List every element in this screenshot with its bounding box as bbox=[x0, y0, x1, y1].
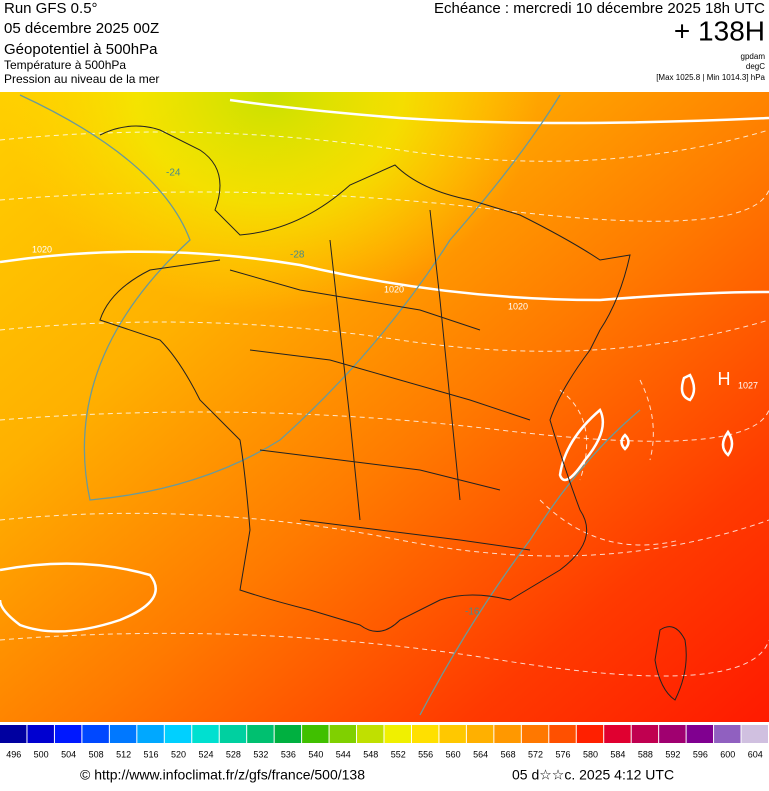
unit: gpdam bbox=[741, 52, 766, 61]
isobar bbox=[0, 250, 769, 302]
colorbar-label: 564 bbox=[473, 749, 488, 759]
colorbar-label: 500 bbox=[34, 749, 49, 759]
run: Run GFS 0.5° bbox=[4, 0, 98, 17]
colorbar-label: 508 bbox=[89, 749, 104, 759]
colorbar-swatch bbox=[494, 725, 521, 743]
colorbar-label: 536 bbox=[281, 749, 296, 759]
colorbar-label: 528 bbox=[226, 749, 241, 759]
isotherm bbox=[19, 94, 561, 501]
field: Géopotentiel à 500hPa bbox=[4, 41, 158, 58]
colorbar-swatch bbox=[659, 725, 686, 743]
colorbar-swatch bbox=[247, 725, 274, 743]
isotherm bbox=[419, 409, 641, 716]
colorbar-swatch bbox=[576, 725, 604, 743]
lead-time: + 138H bbox=[674, 15, 765, 46]
colorbar-swatch bbox=[411, 725, 439, 743]
colorbar-swatch bbox=[384, 725, 411, 743]
colorbar-label: 560 bbox=[446, 749, 461, 759]
colorbar-swatch bbox=[549, 725, 576, 743]
colorbar-swatch bbox=[0, 725, 27, 743]
colorbar-label: 496 bbox=[6, 749, 21, 759]
colorbar-swatch bbox=[274, 725, 302, 743]
isobar bbox=[229, 98, 769, 125]
borders bbox=[229, 209, 531, 551]
isotherm-label: -16 bbox=[465, 607, 480, 618]
colorbar-swatch bbox=[82, 725, 109, 743]
isobar bbox=[0, 562, 157, 633]
colorbar: 496 500 504 508 512 516 520 524 528 532 536 540 544 5… bbox=[0, 725, 768, 759]
colorbar-label: 584 bbox=[610, 749, 625, 759]
field: Température à 500hPa bbox=[4, 58, 126, 72]
colorbar-swatch bbox=[741, 725, 768, 743]
isobar-label: 1020 bbox=[508, 301, 528, 311]
colorbar-swatch bbox=[439, 725, 466, 743]
colorbar-label: 576 bbox=[556, 749, 571, 759]
isobar-label: 1020 bbox=[384, 284, 404, 294]
isobar-label: 1020 bbox=[32, 244, 52, 254]
colorbar-swatch bbox=[521, 725, 549, 743]
colorbar-label: 504 bbox=[61, 749, 76, 759]
colorbar-swatch bbox=[137, 725, 164, 743]
colorbar-label: 512 bbox=[116, 749, 131, 759]
colorbar-swatch bbox=[466, 725, 494, 743]
colorbar-label: 596 bbox=[693, 749, 708, 759]
pressure-range: [Max 1025.8 | Min 1014.3] hPa bbox=[656, 73, 765, 82]
colorbar-swatch bbox=[631, 725, 659, 743]
colorbar-swatch bbox=[604, 725, 631, 743]
colorbar-label: 592 bbox=[665, 749, 680, 759]
coastline bbox=[654, 626, 687, 701]
colorbar-label: 524 bbox=[198, 749, 213, 759]
run-date: 05 décembre 2025 00Z bbox=[4, 20, 159, 37]
colorbar-label: 516 bbox=[144, 749, 159, 759]
colorbar-label: 580 bbox=[583, 749, 598, 759]
map: -24 -28 1020 1020 1020 1027 H -16 bbox=[0, 92, 769, 722]
colorbar-swatch bbox=[27, 725, 54, 743]
isobar-label: 1027 bbox=[738, 380, 758, 390]
isotherm-label: -24 bbox=[166, 168, 181, 179]
colorbar-label: 532 bbox=[253, 749, 268, 759]
colorbar-swatch bbox=[686, 725, 714, 743]
field: Pression au niveau de la mer bbox=[4, 72, 159, 86]
isobar-dashed bbox=[539, 379, 681, 546]
isotherm-label: -28 bbox=[290, 250, 305, 261]
valid-time: Echéance : mercredi 10 décembre 2025 18h… bbox=[434, 0, 765, 17]
isobar-dashed bbox=[0, 129, 769, 677]
colorbar-swatch bbox=[357, 725, 384, 743]
colorbar-label: 600 bbox=[720, 749, 735, 759]
colorbar-label: 544 bbox=[336, 749, 351, 759]
colorbar-label: 556 bbox=[418, 749, 433, 759]
high-marker: H bbox=[718, 369, 731, 389]
colorbar-label: 568 bbox=[501, 749, 516, 759]
colorbar-label: 572 bbox=[528, 749, 543, 759]
colorbar-label: 540 bbox=[308, 749, 323, 759]
coastline bbox=[99, 125, 631, 632]
colorbar-swatch bbox=[109, 725, 137, 743]
timestamp: 05 d☆☆c. 2025 4:12 UTC bbox=[512, 767, 674, 783]
colorbar-swatch bbox=[219, 725, 247, 743]
colorbar-swatch bbox=[329, 725, 357, 743]
field-background bbox=[0, 92, 769, 722]
colorbar-swatch bbox=[164, 725, 192, 743]
colorbar-label: 520 bbox=[171, 749, 186, 759]
unit: degC bbox=[746, 62, 765, 71]
colorbar-swatch bbox=[302, 725, 329, 743]
colorbar-label: 548 bbox=[363, 749, 378, 759]
colorbar-label: 588 bbox=[638, 749, 653, 759]
colorbar-swatch bbox=[54, 725, 82, 743]
source-url: © http://www.infoclimat.fr/z/gfs/france/… bbox=[80, 767, 365, 783]
colorbar-swatch bbox=[192, 725, 219, 743]
colorbar-label: 552 bbox=[391, 749, 406, 759]
isobar bbox=[558, 373, 734, 482]
colorbar-swatch bbox=[714, 725, 741, 743]
colorbar-label: 604 bbox=[748, 749, 763, 759]
